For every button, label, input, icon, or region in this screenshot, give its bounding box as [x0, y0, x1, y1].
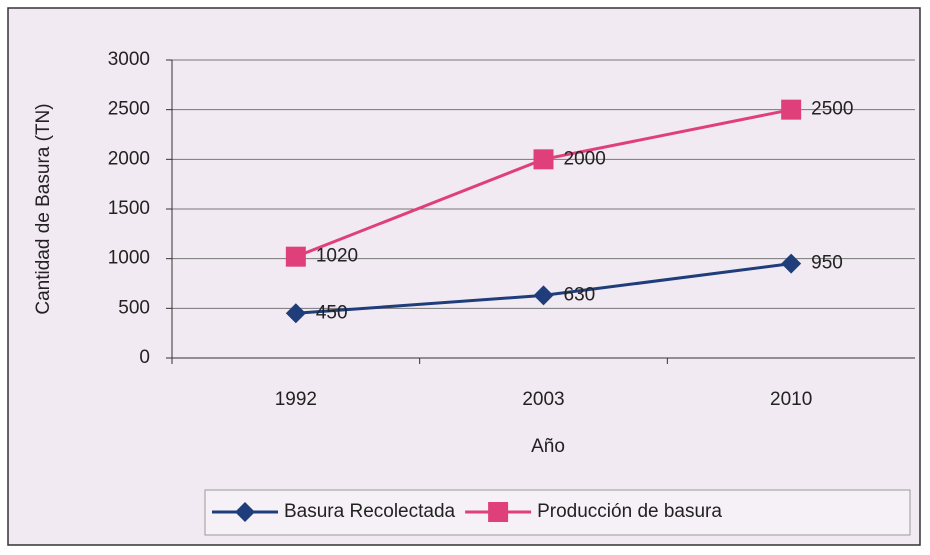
chart-frame: [7, 7, 921, 546]
y-tick-label: 2500: [108, 99, 150, 120]
marker: [781, 99, 802, 120]
marker: [285, 303, 306, 324]
data-label: 2000: [564, 148, 606, 169]
data-label: 1020: [316, 246, 358, 267]
marker: [235, 502, 255, 522]
data-label: 950: [811, 253, 843, 274]
legend-box: [204, 489, 911, 536]
y-tick-label: 500: [118, 297, 150, 318]
x-axis-label: Año: [531, 436, 565, 457]
data-label: 450: [316, 302, 348, 323]
marker: [781, 253, 802, 274]
marker: [533, 285, 554, 306]
y-tick-label: 3000: [108, 49, 150, 70]
marker: [488, 502, 509, 522]
legend-label: Basura Recolectada: [284, 501, 456, 522]
legend-label: Producción de basura: [537, 501, 722, 522]
y-tick-label: 1500: [108, 198, 150, 219]
x-tick-label: 2003: [522, 389, 564, 410]
x-tick-label: 1992: [275, 389, 317, 410]
y-axis-label: Cantidad de Basura (TN): [33, 103, 54, 314]
data-label: 630: [564, 284, 596, 305]
y-tick-label: 2000: [108, 148, 150, 169]
x-tick-label: 2010: [770, 389, 812, 410]
marker: [533, 149, 554, 170]
data-label: 2500: [811, 99, 853, 120]
y-tick-label: 1000: [108, 248, 150, 269]
y-tick-label: 0: [139, 347, 150, 368]
marker: [285, 246, 306, 267]
